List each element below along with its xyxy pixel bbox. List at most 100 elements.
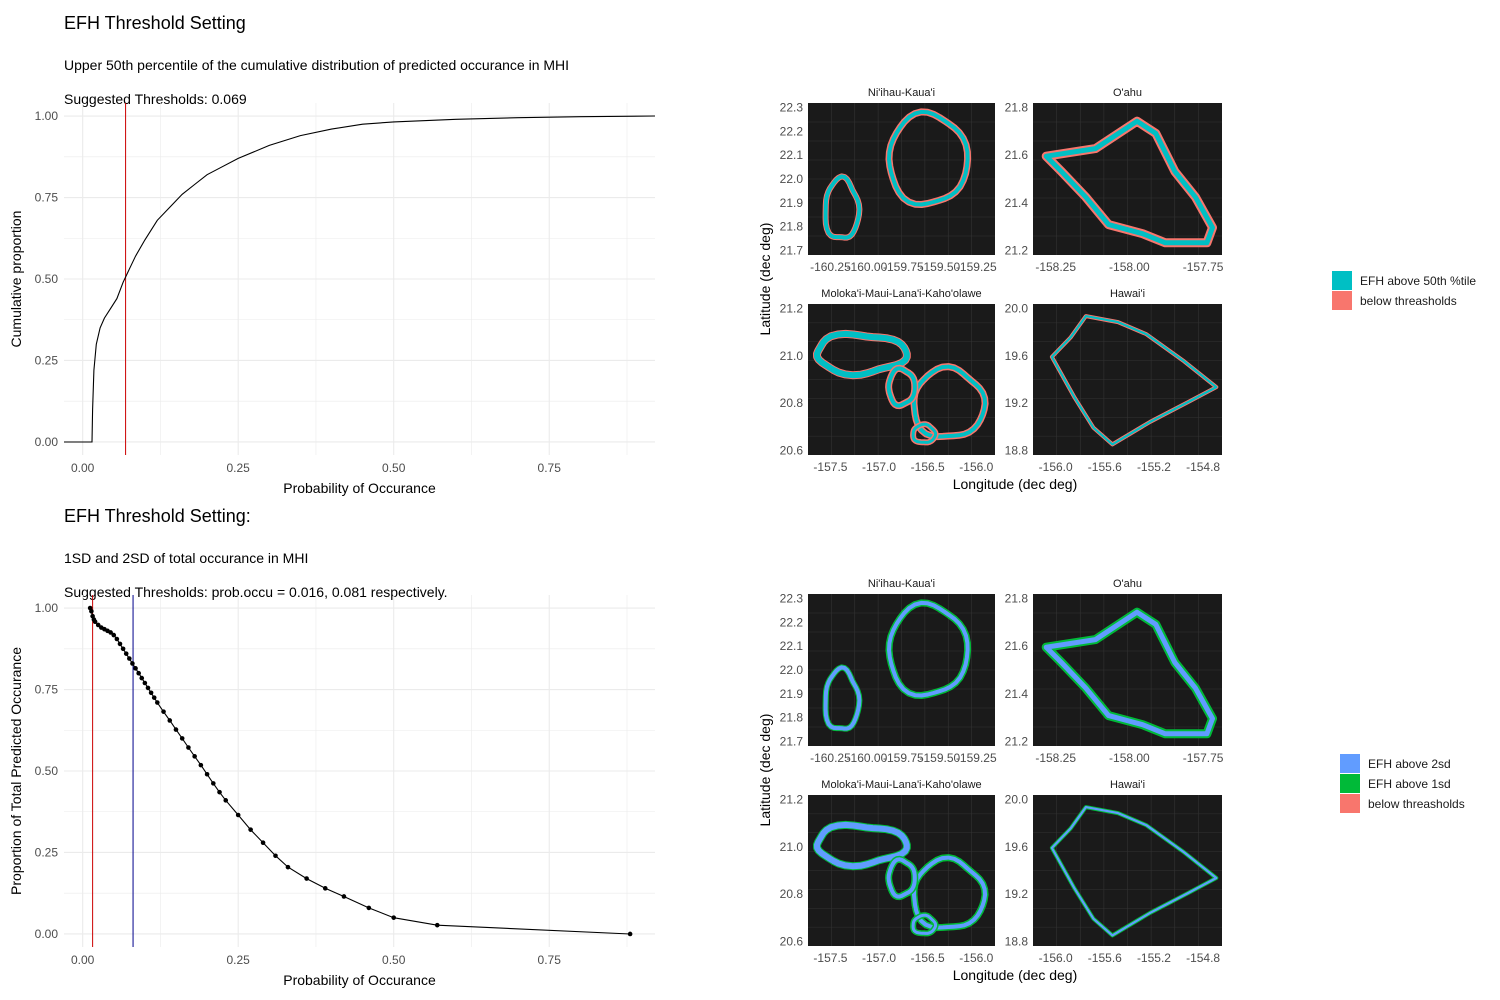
series-line [64,115,656,443]
map-y-tick-label: 22.2 [780,615,804,629]
y-tick-label: 0.75 [35,683,59,697]
map-x-tick-label: -156.0 [959,951,993,965]
data-point [391,915,397,920]
map-x-tick-label: -157.0 [862,951,896,965]
section-2-subtitle-line1: 1SD and 2SD of total occurance in MHI [64,550,309,566]
data-point [136,670,141,676]
island-niihau-inner [823,665,862,731]
data-point [285,864,291,870]
island-maui-inner [912,855,988,930]
data-point [127,656,132,661]
island-niihau-inner [823,174,862,240]
section-1-subtitle: Upper 50th percentile of the cumulative … [64,40,569,125]
data-point [114,636,120,642]
data-point [341,894,347,899]
data-point [133,666,138,671]
y-tick-label: 0.00 [35,927,59,941]
island-maui-inner [912,364,988,439]
y-tick-label: 0.25 [35,845,59,859]
map-y-tick-label: 22.3 [780,101,804,115]
legend-swatch [1340,794,1360,813]
y-axis-title: Cumulative proportion [8,211,24,348]
section-1-subtitle-line2: Suggested Thresholds: 0.069 [64,91,247,107]
x-tick-label: 0.25 [227,461,251,475]
map-y-tick-label: 19.2 [1005,887,1029,901]
map-x-axis-title: Longitude (dec deg) [953,476,1078,492]
y-tick-label: 0.50 [35,272,59,286]
data-point [95,622,101,628]
data-point [142,680,148,686]
data-point [167,718,173,723]
y-tick-label: 0.00 [35,435,59,449]
data-point [260,840,266,846]
data-point [117,641,123,647]
x-tick-label: 0.50 [382,953,406,967]
data-point [173,727,179,732]
island-kahoolawe-inner [911,422,938,444]
map-y-tick-label: 18.8 [1005,934,1029,948]
data-point [151,695,157,700]
map-y-tick-label: 20.8 [780,887,804,901]
map-y-axis-title: Latitude (dec deg) [757,223,773,336]
map-y-tick-label: 21.8 [1005,592,1029,606]
map-x-tick-label: -160.25 [810,751,851,765]
map-x-tick-label: -159.75 [883,751,924,765]
map-x-tick-label: -155.6 [1088,460,1122,474]
data-point [89,608,94,614]
map-y-tick-label: 21.2 [1005,243,1029,257]
data-point [161,709,166,714]
y-tick-label: 0.50 [35,764,59,778]
island-molokai-inner [814,330,910,379]
map-x-tick-label: -159.25 [956,751,997,765]
map-x-tick-label: -159.25 [956,260,997,274]
legend-label: EFH above 1sd [1368,777,1451,791]
data-point [273,853,278,859]
island-molokai-inner [814,821,910,870]
data-point [198,762,204,768]
map-figure-0 [808,103,1222,455]
map-figure-1 [808,594,1222,946]
x-tick-label: 0.00 [71,953,95,967]
map-y-tick-label: 21.0 [780,349,804,363]
map-x-tick-label: -159.75 [883,260,924,274]
map-x-tick-label: -155.2 [1137,951,1171,965]
map-y-tick-label: 22.1 [780,148,804,162]
map-y-tick-label: 19.2 [1005,396,1029,410]
map-x-tick-label: -159.50 [919,260,960,274]
map-island-shapes [1049,805,1219,938]
map-y-tick-label: 21.2 [1005,734,1029,748]
data-point [192,754,197,759]
data-point [322,886,328,891]
section-1-subtitle-line1: Upper 50th percentile of the cumulative … [64,57,570,73]
map-x-tick-label: -156.0 [1039,460,1073,474]
data-point [211,781,216,786]
panel-title: O'ahu [1113,578,1142,590]
map-x-tick-label: -157.0 [862,460,896,474]
data-point [366,905,372,911]
map-y-tick-label: 21.9 [780,196,804,210]
panel-title: Ni'ihau-Kaua'i [868,87,935,99]
section-2-subtitle: 1SD and 2SD of total occurance in MHI Su… [64,533,448,618]
map-y-tick-label: 20.6 [780,443,804,457]
data-point [248,827,253,832]
island-hawaii-inner [1050,315,1218,446]
map-y-tick-label: 21.0 [780,840,804,854]
map-x-tick-label: -158.25 [1035,260,1076,274]
line-chart-1 [64,595,655,947]
island-hawaii-inner [1050,806,1218,937]
x-tick-label: 0.75 [538,461,562,475]
x-tick-label: 0.25 [227,953,251,967]
island-lanai-inner [886,366,917,408]
legend-label: below threasholds [1368,797,1465,811]
data-point [120,646,126,652]
y-tick-label: 1.00 [35,601,59,615]
island-oahu-inner [1043,609,1215,737]
data-point [235,812,241,818]
map-island-shapes [813,820,989,937]
map-y-tick-label: 21.8 [780,220,804,234]
map-y-tick-label: 21.7 [780,734,804,748]
map-y-tick-label: 20.6 [780,934,804,948]
section-2-subtitle-line2: Suggested Thresholds: prob.occu = 0.016,… [64,584,448,600]
data-point [204,771,210,777]
